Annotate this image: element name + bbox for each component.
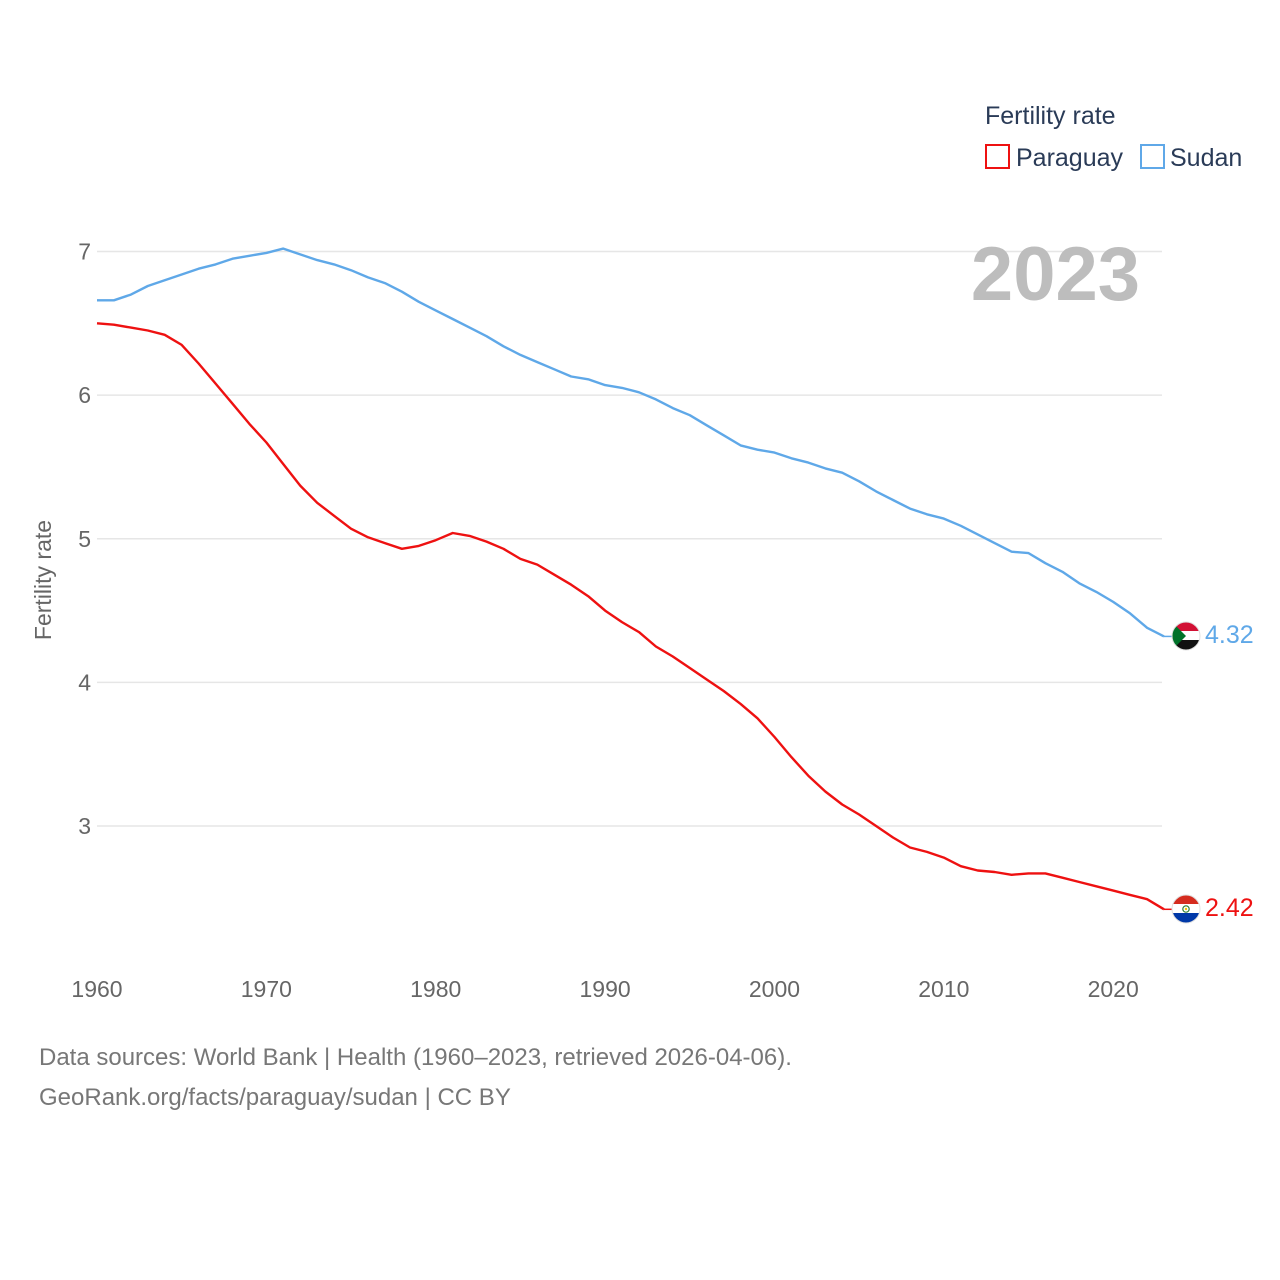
attribution-line: GeoRank.org/facts/paraguay/sudan | CC BY	[39, 1084, 511, 1111]
source-line: Data sources: World Bank | Health (1960–…	[39, 1044, 792, 1071]
y-tick-label: 6	[78, 382, 91, 408]
x-tick-label: 2010	[918, 976, 969, 1002]
sudan-flag-icon	[1171, 621, 1201, 651]
legend-item-sudan[interactable]: Sudan	[1140, 144, 1242, 172]
legend-item-paraguay[interactable]: Paraguay	[985, 144, 1124, 172]
legend-label-paraguay: Paraguay	[1016, 144, 1124, 172]
x-tick-label: 2020	[1088, 976, 1139, 1002]
y-tick-label: 3	[78, 813, 91, 839]
legend-label-sudan: Sudan	[1170, 144, 1242, 172]
end-value-paraguay: 2.42	[1205, 894, 1254, 922]
current-year-label: 2023	[971, 232, 1140, 317]
series-line-paraguay[interactable]	[96, 322, 1165, 911]
paraguay-flag-icon	[1171, 894, 1201, 924]
y-tick-label: 5	[78, 526, 91, 552]
series-line-sudan[interactable]	[97, 247, 1165, 638]
y-tick-label: 4	[78, 669, 91, 695]
x-tick-label: 1980	[410, 976, 461, 1002]
x-tick-label: 2000	[749, 976, 800, 1002]
legend: Fertility rate Paraguay Sudan	[985, 102, 1242, 172]
x-tick-label: 1990	[580, 976, 631, 1002]
fertility-rate-chart: 3 4 5 6 7 1960 1970 1980 1990 2000 2010 2020 Ferti…	[30, 102, 1254, 1002]
legend-swatch-sudan	[1140, 144, 1165, 169]
gridlines	[97, 250, 1162, 827]
y-tick-label: 7	[78, 239, 91, 265]
x-axis-ticks: 1960 1970 1980 1990 2000 2010 2020	[71, 976, 1138, 1002]
series-lines	[96, 247, 1172, 911]
x-tick-label: 1970	[241, 976, 292, 1002]
end-value-sudan: 4.32	[1205, 621, 1254, 649]
y-axis-label: Fertility rate	[30, 520, 56, 640]
legend-swatch-paraguay	[985, 144, 1010, 169]
x-tick-label: 1960	[71, 976, 122, 1002]
y-axis-ticks: 3 4 5 6 7	[78, 239, 91, 840]
legend-title: Fertility rate	[985, 102, 1116, 130]
